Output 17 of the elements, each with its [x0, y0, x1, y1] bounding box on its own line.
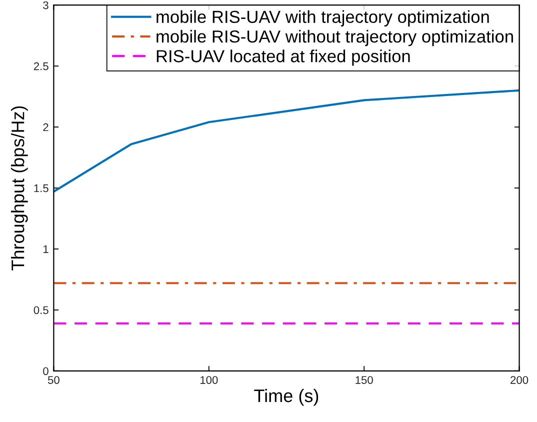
- x-tick-label: 150: [356, 376, 373, 384]
- legend-label: RIS-UAV located at fixed position: [156, 50, 410, 66]
- x-tick-label: 200: [510, 376, 528, 384]
- y-tick-label: 1.5: [34, 184, 48, 192]
- y-tick-label: 0.5: [34, 306, 48, 314]
- y-tick-label: 2.5: [34, 62, 48, 70]
- x-axis-title: Time (s): [254, 388, 318, 406]
- y-tick-label: 3: [43, 1, 48, 10]
- y-tick-label: 1: [44, 245, 48, 254]
- legend-label: mobile RIS-UAV without trajectory optimization: [156, 30, 513, 46]
- y-tick-label: 2: [43, 123, 48, 132]
- legend-label: mobile RIS-UAV with trajectory optimization: [156, 10, 489, 26]
- y-tick-label: 0: [43, 367, 48, 376]
- y-axis-title: Throughput (bps/Hz): [11, 106, 28, 270]
- x-tick-label: 100: [200, 376, 218, 384]
- line-series: [54, 89, 520, 193]
- x-tick-label: 50: [48, 376, 60, 384]
